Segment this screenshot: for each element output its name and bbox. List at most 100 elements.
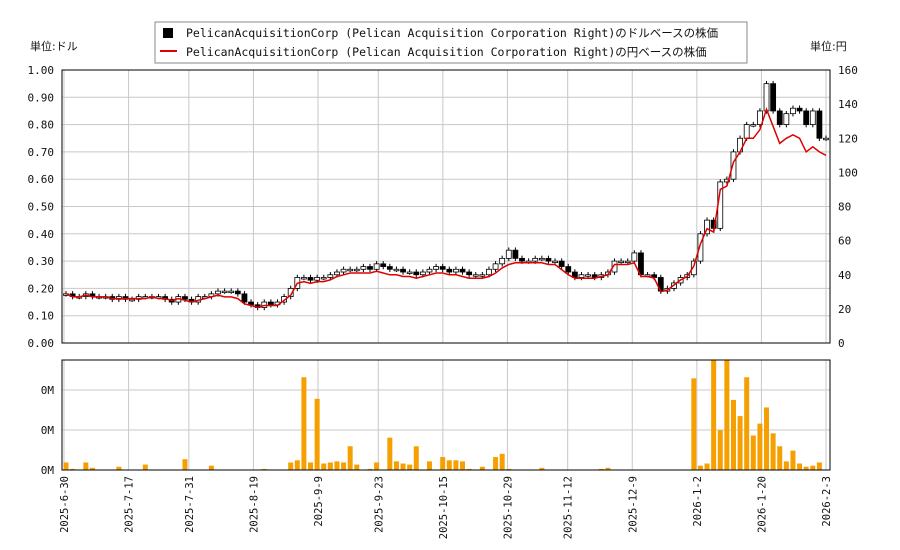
left-tick-label: 0.70 bbox=[28, 146, 55, 159]
candle-body bbox=[809, 110, 816, 125]
candle-body bbox=[393, 268, 400, 272]
x-tick-label: 2025-11-12 bbox=[563, 476, 575, 539]
candle-body bbox=[552, 260, 558, 264]
volume-bar bbox=[499, 453, 505, 470]
volume-bar bbox=[367, 468, 373, 470]
volume-bar bbox=[783, 461, 789, 470]
legend-swatch-dollar bbox=[163, 28, 173, 38]
right-tick-label: 120 bbox=[838, 132, 858, 145]
candle-body bbox=[453, 268, 459, 273]
candle-body bbox=[400, 268, 406, 273]
volume-bar bbox=[301, 377, 307, 470]
volume-bar bbox=[294, 460, 300, 470]
candle-body bbox=[419, 271, 426, 276]
volume-bar bbox=[697, 465, 703, 470]
volume-bar bbox=[308, 462, 314, 470]
volume-bar bbox=[327, 462, 333, 470]
left-tick-label: 0.60 bbox=[28, 173, 55, 186]
right-tick-label: 20 bbox=[838, 303, 851, 316]
candle-body bbox=[538, 257, 545, 261]
candle-body bbox=[228, 290, 235, 294]
candle-body bbox=[611, 260, 618, 273]
candle-body bbox=[770, 83, 777, 112]
x-tick-label: 2025-10-15 bbox=[438, 476, 450, 539]
right-tick-label: 40 bbox=[838, 269, 851, 282]
candle-body bbox=[532, 257, 539, 262]
candle-body bbox=[221, 290, 228, 294]
candle-body bbox=[334, 271, 340, 276]
candle-body bbox=[433, 266, 439, 270]
volume-bar bbox=[506, 468, 512, 470]
legend-label-yen: PelicanAcquisitionCorp (Pelican Acquisit… bbox=[186, 45, 707, 59]
right-tick-label: 160 bbox=[838, 64, 858, 77]
volume-bar bbox=[605, 467, 611, 470]
candle-body bbox=[353, 268, 360, 272]
left-tick-label: 0.30 bbox=[28, 255, 55, 268]
volume-bar bbox=[314, 398, 320, 470]
candle-body bbox=[347, 268, 354, 272]
candle-body bbox=[287, 287, 294, 297]
volume-bar bbox=[407, 464, 413, 470]
left-tick-label: 0.10 bbox=[28, 310, 55, 323]
candle-body bbox=[776, 110, 783, 125]
left-tick-label: 0.40 bbox=[28, 228, 55, 241]
volume-bar bbox=[460, 461, 466, 470]
candle-body bbox=[413, 271, 420, 276]
candle-body bbox=[796, 107, 803, 112]
x-tick-label: 2025-10-29 bbox=[502, 476, 514, 539]
x-tick-label: 2025-7-17 bbox=[124, 476, 136, 533]
candle-body bbox=[505, 249, 512, 259]
candle-body bbox=[823, 137, 829, 141]
volume-bar bbox=[790, 450, 796, 470]
volume-bar bbox=[374, 462, 380, 470]
candle-body bbox=[783, 113, 790, 126]
volume-bar bbox=[208, 465, 214, 470]
volume-bar bbox=[142, 464, 148, 470]
volume-bar bbox=[288, 462, 294, 470]
left-tick-label: 0.20 bbox=[28, 282, 55, 295]
candle-body bbox=[267, 301, 274, 306]
legend-box bbox=[154, 21, 748, 64]
volume-bar bbox=[116, 466, 122, 470]
volume-bar bbox=[466, 468, 472, 470]
volume-bar bbox=[354, 464, 360, 470]
candles bbox=[63, 80, 829, 311]
volume-bar bbox=[341, 462, 347, 470]
candle-body bbox=[373, 263, 380, 270]
candle-body bbox=[426, 268, 433, 273]
candle-body bbox=[367, 266, 373, 270]
legend: PelicanAcquisitionCorp (Pelican Acquisit… bbox=[154, 21, 748, 64]
right-unit-label: 単位:円 bbox=[810, 39, 847, 53]
candle-body bbox=[215, 290, 221, 295]
volume-bar bbox=[717, 430, 723, 470]
candle-body bbox=[763, 83, 770, 112]
right-tick-label: 0 bbox=[838, 337, 845, 350]
volume-bar bbox=[750, 435, 756, 470]
candle-body bbox=[723, 178, 730, 183]
candle-body bbox=[386, 266, 393, 270]
left-tick-label: 0.50 bbox=[28, 201, 55, 214]
volume-bar bbox=[334, 461, 340, 470]
x-tick-label: 2025-7-31 bbox=[184, 476, 196, 533]
legend-label-dollar: PelicanAcquisitionCorp (Pelican Acquisit… bbox=[186, 26, 718, 40]
volume-bar bbox=[730, 399, 736, 470]
volume-bar bbox=[413, 446, 419, 470]
candle-body bbox=[624, 260, 631, 264]
candle-body bbox=[380, 263, 387, 267]
candle-body bbox=[472, 274, 479, 277]
volume-bar bbox=[453, 460, 459, 470]
volume-bar bbox=[393, 461, 399, 470]
volume-bar bbox=[816, 462, 822, 470]
volume-bar bbox=[493, 457, 499, 470]
volume-tick-label: 0M bbox=[41, 384, 55, 397]
volume-bar bbox=[797, 463, 803, 470]
candle-body bbox=[327, 274, 334, 278]
candle-body bbox=[790, 107, 796, 115]
right-tick-label: 140 bbox=[838, 98, 858, 111]
candle-body bbox=[704, 219, 710, 235]
candle-body bbox=[803, 110, 810, 125]
volume-bar bbox=[321, 463, 327, 470]
volume-bar bbox=[479, 466, 485, 470]
candle-body bbox=[512, 249, 519, 259]
